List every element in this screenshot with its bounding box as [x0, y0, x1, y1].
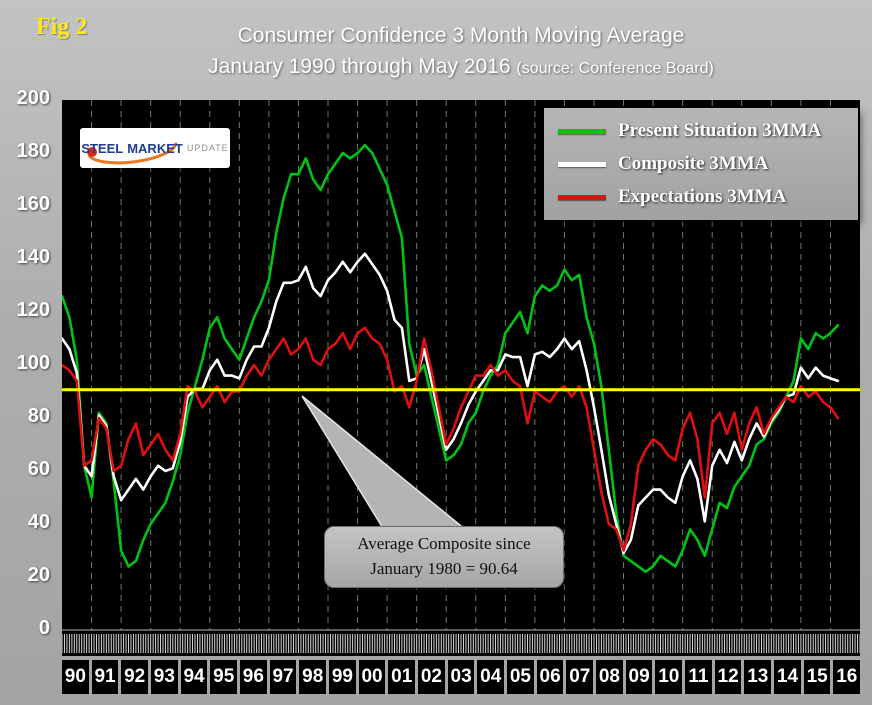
y-axis-label: 60	[27, 458, 50, 480]
legend-item-composite: Composite 3MMA	[558, 153, 844, 175]
chart-subtitle-range: January 1990 through May 2016	[208, 55, 511, 78]
logo-steel-text: STEEL	[81, 140, 124, 156]
x-axis-year-label: 96	[240, 660, 267, 694]
composite-line-swatch	[558, 161, 606, 167]
x-axis-year-label: 10	[655, 660, 683, 694]
x-axis-year-label: 12	[714, 660, 742, 694]
x-axis-year-label: 16	[833, 660, 861, 694]
plot-area: STEEL MARKET UPDATE Present Situation 3M…	[62, 100, 860, 656]
chart-title-block: Consumer Confidence 3 Month Moving Avera…	[62, 24, 860, 79]
x-axis-year-label: 90	[62, 660, 89, 694]
x-axis-year-label: 13	[744, 660, 772, 694]
x-axis-year-label: 99	[329, 660, 356, 694]
x-axis-year-label: 94	[180, 660, 208, 694]
average-annotation-callout: Average Composite since January 1980 = 9…	[324, 526, 564, 588]
x-axis-year-label: 02	[418, 660, 445, 694]
y-axis-label: 120	[16, 299, 50, 321]
series-line-1	[62, 252, 840, 555]
x-axis-year-label: 06	[536, 660, 564, 694]
y-axis: 200 180 160 140 120 100 80 60 40 20 0	[0, 87, 56, 639]
x-axis-year-label: 07	[566, 660, 594, 694]
logo-market-text: MARKET	[127, 140, 183, 156]
legend-label: Present Situation 3MMA	[618, 120, 822, 141]
y-axis-label: 160	[16, 193, 50, 215]
legend-item-present-situation: Present Situation 3MMA	[558, 120, 844, 142]
legend: Present Situation 3MMA Composite 3MMA Ex…	[544, 108, 858, 220]
x-axis-year-label: 03	[447, 660, 475, 694]
y-axis-label: 20	[27, 564, 50, 586]
callout-line2: January 1980 = 90.64	[370, 559, 518, 578]
y-axis-label: 40	[27, 511, 50, 533]
y-axis-label: 180	[16, 140, 50, 162]
chart-source: (source: Conference Board)	[516, 60, 714, 77]
x-axis-year-label: 95	[210, 660, 238, 694]
y-axis-label: 200	[16, 87, 50, 109]
y-axis-label: 100	[16, 352, 50, 374]
x-axis-year-label: 01	[388, 660, 416, 694]
legend-item-expectations: Expectations 3MMA	[558, 186, 844, 208]
x-axis-year-label: 98	[299, 660, 327, 694]
legend-label: Expectations 3MMA	[618, 186, 787, 207]
x-axis-year-label: 11	[685, 660, 712, 694]
y-axis-label: 80	[27, 405, 50, 427]
x-axis-year-label: 92	[121, 660, 149, 694]
x-axis-year-label: 05	[507, 660, 534, 694]
x-axis-year-label: 00	[358, 660, 386, 694]
chart-title: Consumer Confidence 3 Month Moving Avera…	[237, 24, 685, 47]
callout-line1: Average Composite since	[357, 534, 531, 554]
y-axis-label: 0	[38, 617, 50, 639]
x-axis-year-label: 97	[269, 660, 297, 694]
x-axis-year-label: 15	[803, 660, 831, 694]
chart-subtitle: January 1990 through May 2016 (source: C…	[62, 55, 860, 79]
x-axis-year-label: 91	[91, 660, 119, 694]
logo-update-text: UPDATE	[186, 143, 229, 153]
x-axis-year-label: 93	[151, 660, 178, 694]
x-axis-year-label: 09	[625, 660, 653, 694]
legend-label: Composite 3MMA	[618, 153, 769, 174]
x-axis: 90 91 92 93 94 95 96 97 98 99 00 01 02 03 04 05 06 07 08 09…	[62, 660, 861, 694]
x-axis-year-label: 14	[774, 660, 801, 694]
series-line-0	[62, 143, 840, 574]
expectations-line-swatch	[558, 194, 606, 200]
steel-market-update-logo: STEEL MARKET UPDATE	[80, 128, 230, 168]
figure-label: Fig 2	[36, 14, 88, 40]
x-axis-year-label: 04	[477, 660, 505, 694]
present-situation-line-swatch	[558, 128, 606, 134]
y-axis-label: 140	[16, 246, 50, 268]
x-axis-year-label: 08	[596, 660, 623, 694]
plot-svg	[62, 100, 860, 653]
